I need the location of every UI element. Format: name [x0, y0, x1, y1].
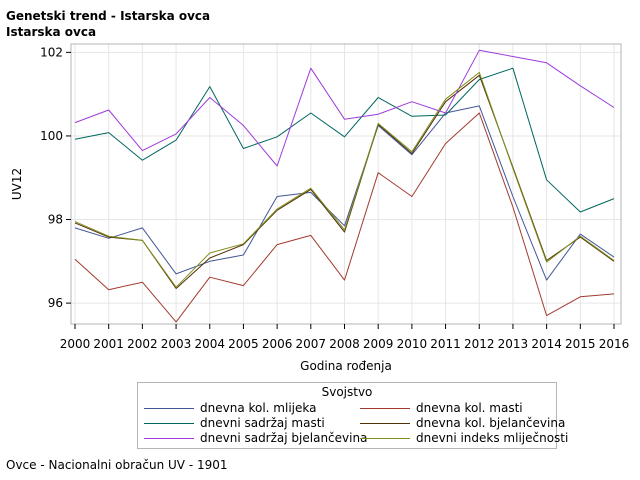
- chart-subtitle: Istarska ovca: [6, 25, 97, 39]
- legend-swatch: [144, 422, 194, 424]
- legend-swatch: [360, 437, 410, 439]
- x-tick-label: 2012: [464, 337, 495, 351]
- x-tick-label: 2004: [194, 337, 225, 351]
- series-line: [74, 112, 615, 323]
- legend-item: dnevna kol. masti: [360, 401, 523, 415]
- x-tick-label: 2003: [161, 337, 192, 351]
- legend-label: dnevni indeks mliječnosti: [416, 431, 569, 445]
- legend-swatch: [360, 422, 410, 424]
- x-axis: 2000 2001 2002 2003 2004 2005 2006 2007 2008 2009…: [60, 324, 630, 351]
- legend-label: dnevni sadržaj bjelančevina: [200, 431, 368, 445]
- chart-title: Genetski trend - Istarska ovca: [6, 9, 211, 23]
- legend-item: dnevni sadržaj bjelančevina: [144, 431, 367, 445]
- x-tick-label: 2006: [262, 337, 293, 351]
- plot-frame: [70, 43, 622, 325]
- legend-label: dnevni sadržaj masti: [200, 416, 325, 430]
- series-line: [74, 67, 615, 213]
- y-tick-label: 100: [40, 129, 63, 143]
- series-layer: [74, 49, 615, 323]
- legend-label: dnevna kol. bjelančevina: [416, 416, 566, 430]
- x-tick-label: 2016: [599, 337, 630, 351]
- footnote: Ovce - Nacionalni obračun UV - 1901: [6, 458, 228, 472]
- series-line: [74, 49, 615, 167]
- grid: [71, 44, 621, 324]
- x-tick-label: 2007: [296, 337, 327, 351]
- y-tick-label: 102: [40, 45, 63, 59]
- legend-title: Svojstvo: [321, 385, 373, 399]
- y-axis-label: UV12: [10, 168, 24, 200]
- legend-label: dnevna kol. mlijeka: [200, 401, 317, 415]
- legend-item: dnevni sadržaj masti: [144, 416, 325, 430]
- legend-swatch: [144, 437, 194, 439]
- y-tick-label: 96: [48, 296, 63, 310]
- x-tick-label: 2005: [228, 337, 259, 351]
- x-tick-label: 2014: [531, 337, 562, 351]
- legend-item: dnevni indeks mliječnosti: [360, 431, 568, 445]
- legend-swatch: [144, 407, 194, 409]
- x-tick-label: 2009: [363, 337, 394, 351]
- x-tick-label: 2015: [565, 337, 596, 351]
- x-tick-label: 2010: [397, 337, 428, 351]
- series-line: [74, 71, 615, 288]
- legend-swatch: [360, 407, 410, 409]
- x-tick-label: 2011: [430, 337, 461, 351]
- legend-item: dnevna kol. bjelančevina: [360, 416, 565, 430]
- legend: Svojstvo dnevna kol. mlijeka dnevna kol.…: [137, 382, 568, 449]
- series-line: [74, 105, 615, 281]
- x-tick-label: 2002: [127, 337, 158, 351]
- x-tick-label: 2013: [498, 337, 529, 351]
- x-tick-label: 2008: [329, 337, 360, 351]
- legend-label: dnevna kol. masti: [416, 401, 523, 415]
- x-axis-label: Godina rođenja: [300, 359, 392, 373]
- y-axis: 96 98 100 102: [40, 45, 71, 310]
- y-tick-label: 98: [48, 213, 63, 227]
- x-tick-label: 2000: [60, 337, 91, 351]
- x-tick-label: 2001: [93, 337, 124, 351]
- legend-item: dnevna kol. mlijeka: [144, 401, 316, 415]
